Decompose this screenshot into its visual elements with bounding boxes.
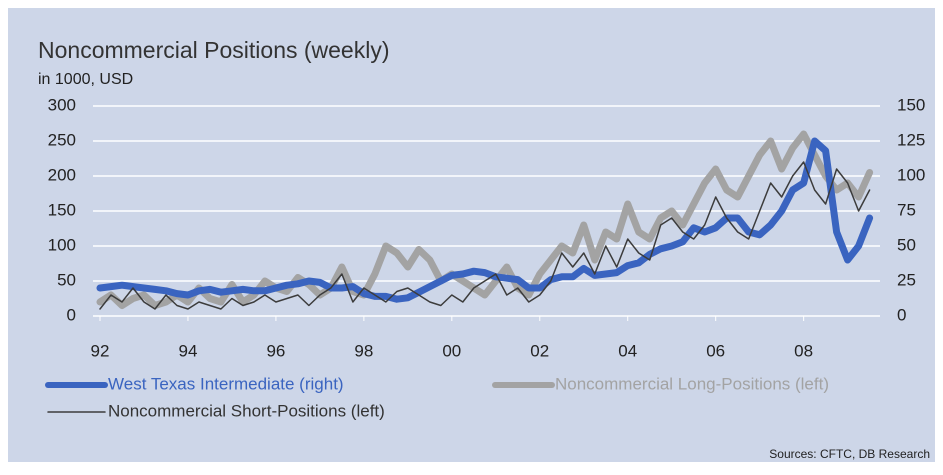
x-tick-label: 02 [530,341,549,360]
y2-tick-label: 50 [897,235,916,254]
legend-label: Noncommercial Long-Positions (left) [555,374,829,393]
x-tick-label: 94 [178,341,197,360]
series-line [96,137,874,303]
series-line [99,161,871,310]
y2-tick-label: 125 [897,130,925,149]
x-tick-label: 96 [266,341,285,360]
chart-subtitle: in 1000, USD [38,71,133,88]
background [8,8,935,462]
chart-title: Noncommercial Positions (weekly) [38,37,390,63]
x-tick-label: 92 [91,341,110,360]
y-tick-label: 100 [48,235,76,254]
legend-label: West Texas Intermediate (right) [108,374,344,393]
y-tick-label: 200 [48,165,76,184]
y-tick-label: 150 [48,200,76,219]
legend-label: Noncommercial Short-Positions (left) [108,401,385,420]
source: Sources: CFTC, DB Research [769,447,930,461]
y2-tick-label: 150 [897,95,925,114]
y2-tick-label: 0 [897,305,906,324]
y2-tick-label: 25 [897,270,916,289]
y-tick-label: 300 [48,95,76,114]
x-tick-label: 04 [618,341,637,360]
y-tick-label: 250 [48,130,76,149]
y2-tick-label: 75 [897,200,916,219]
y-tick-label: 0 [67,305,76,324]
y2-tick-label: 100 [897,165,925,184]
y-tick-label: 50 [57,270,76,289]
x-tick-label: 08 [794,341,813,360]
x-tick-label: 00 [442,341,461,360]
x-tick-label: 98 [354,341,373,360]
x-tick-label: 06 [706,341,725,360]
